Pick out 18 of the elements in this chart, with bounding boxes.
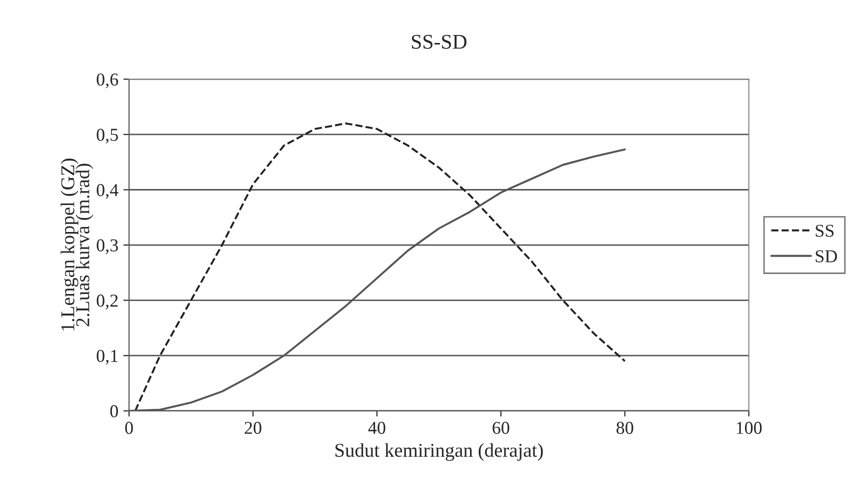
x-tick-label: 80 xyxy=(616,422,634,434)
x-tick-label: 40 xyxy=(368,422,386,434)
y-tick-label: 0,3 xyxy=(96,239,118,254)
y-tick-label: 0,6 xyxy=(96,73,118,88)
y-tick-label: 0,2 xyxy=(96,294,118,310)
legend-label: SS xyxy=(816,224,834,237)
y-tick-label: 0,5 xyxy=(96,128,118,144)
legend-label: SD xyxy=(816,250,837,262)
x-tick-label: 60 xyxy=(492,422,510,434)
y-axis-title: 1.Lengan koppel (GZ) 2.Luas kurva (m.rad) xyxy=(60,158,94,331)
x-tick-label: 20 xyxy=(244,422,262,434)
x-axis-title: Sudut kemiringan (derajat) xyxy=(335,443,543,461)
y-tick-label: 0,4 xyxy=(96,184,118,199)
x-tick-label: 100 xyxy=(736,422,762,434)
x-tick-label: 0 xyxy=(125,422,133,434)
y-tick-label: 0 xyxy=(110,405,118,418)
chart-title: SS-SD xyxy=(412,34,466,49)
y-tick-label: 0,1 xyxy=(96,350,118,365)
